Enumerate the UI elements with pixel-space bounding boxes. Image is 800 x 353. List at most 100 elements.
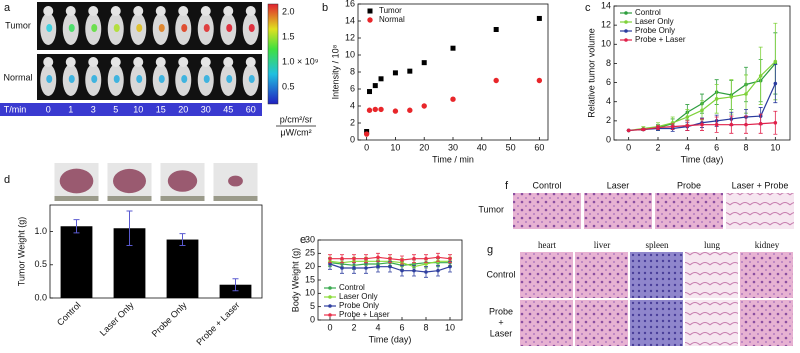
mouse-head	[65, 6, 76, 16]
point	[388, 264, 392, 269]
mouse-head	[88, 6, 99, 16]
point	[450, 45, 456, 51]
y-tick-label: 6	[606, 77, 611, 87]
legend-label: Probe Only	[635, 26, 675, 35]
signal	[203, 75, 210, 83]
y-axis-label: Relative tumor volume	[586, 28, 596, 118]
point	[773, 120, 778, 125]
y-tick-label: 4	[606, 96, 611, 106]
legend-marker	[367, 8, 373, 14]
column-label: heart	[538, 240, 556, 250]
point	[424, 262, 428, 266]
error-bar	[126, 210, 133, 247]
x-tick-label: Probe + Laser	[194, 300, 241, 347]
histology-image	[685, 300, 738, 346]
tumor-photo	[228, 175, 243, 187]
signal	[248, 24, 255, 32]
x-axis-label: Time (day)	[681, 154, 724, 164]
panel-letter: b	[322, 2, 328, 14]
y-tick-label: 8	[350, 66, 355, 76]
x-tick-label: 8	[743, 142, 748, 152]
point	[364, 256, 368, 261]
y-tick-label: 20	[305, 261, 315, 271]
row-label: Tumor	[478, 204, 504, 214]
mouse-head	[155, 57, 166, 67]
point	[378, 106, 384, 113]
y-tick-label: 10	[601, 39, 611, 49]
legend-marker	[624, 20, 628, 24]
x-tick-label: 4	[375, 322, 380, 332]
time-tick: 5	[113, 104, 118, 114]
point	[378, 76, 384, 82]
point	[421, 60, 427, 66]
mouse-head	[178, 6, 189, 16]
x-tick-label: Probe Only	[150, 300, 189, 339]
y-tick-label: 14	[345, 15, 355, 25]
point	[448, 256, 452, 261]
point	[450, 96, 456, 102]
x-tick-label: 60	[534, 142, 544, 152]
x-tick-label: 8	[423, 322, 428, 332]
histology-image	[513, 193, 581, 229]
ruler	[160, 196, 205, 201]
mouse-head	[43, 6, 54, 16]
point	[493, 77, 499, 84]
plot-frame	[49, 204, 263, 299]
error-bar	[179, 233, 186, 247]
panel-letter: e	[300, 234, 306, 246]
x-tick-label: 50	[506, 142, 516, 152]
time-bar	[0, 103, 262, 116]
mouse-head	[245, 57, 256, 67]
signal	[113, 75, 120, 83]
point	[364, 266, 368, 270]
y-tick-label: 2	[606, 115, 611, 125]
colorbar-tick: 1.5	[282, 31, 295, 41]
time-tick: 60	[246, 104, 256, 114]
y-axis-label: Intensity / 10⁸	[330, 44, 340, 99]
x-tick-label: Laser Only	[98, 300, 136, 338]
y-tick-label: 25	[305, 248, 315, 258]
tumor-photo	[59, 168, 94, 194]
point	[392, 70, 398, 76]
signal	[158, 75, 165, 83]
point	[376, 264, 380, 269]
panel-letter: a	[4, 2, 11, 14]
y-tick-label: 6	[350, 83, 355, 93]
error-bar	[232, 278, 239, 292]
colorbar-tick: 0.5	[282, 81, 295, 91]
point	[400, 268, 404, 273]
legend-label: Laser Only	[339, 292, 378, 301]
point	[407, 68, 413, 74]
row-label: Probe	[489, 306, 513, 316]
legend-marker	[624, 11, 628, 15]
mouse-head	[223, 57, 234, 67]
mouse-head	[65, 57, 76, 67]
point	[412, 268, 416, 273]
y-tick-label: 1.0	[34, 226, 47, 236]
legend-marker	[328, 295, 332, 299]
point	[493, 27, 499, 32]
y-tick-label: 0.0	[34, 292, 47, 302]
histology-image	[584, 193, 652, 229]
legend-label: Normal	[379, 15, 405, 24]
legend-label: Tumor	[379, 6, 402, 15]
signal	[46, 75, 53, 83]
point	[758, 121, 763, 126]
x-tick-label: 30	[448, 142, 458, 152]
x-tick-label: 6	[714, 142, 719, 152]
mouse-head	[178, 57, 189, 67]
histology-image	[740, 300, 793, 346]
column-label: Laser	[607, 180, 630, 190]
colorbar-tick: 1.0 × 10⁹	[282, 56, 319, 66]
x-axis-label: Time / min	[432, 154, 474, 164]
point	[376, 255, 380, 260]
time-tick: 1	[68, 104, 73, 114]
legend-marker	[624, 29, 628, 33]
time-tick: 45	[223, 104, 233, 114]
row-label: Normal	[3, 72, 32, 82]
histology-image	[575, 252, 628, 298]
bar	[219, 284, 252, 298]
point	[363, 131, 370, 137]
point	[656, 125, 660, 130]
tumor-photo	[113, 168, 146, 194]
